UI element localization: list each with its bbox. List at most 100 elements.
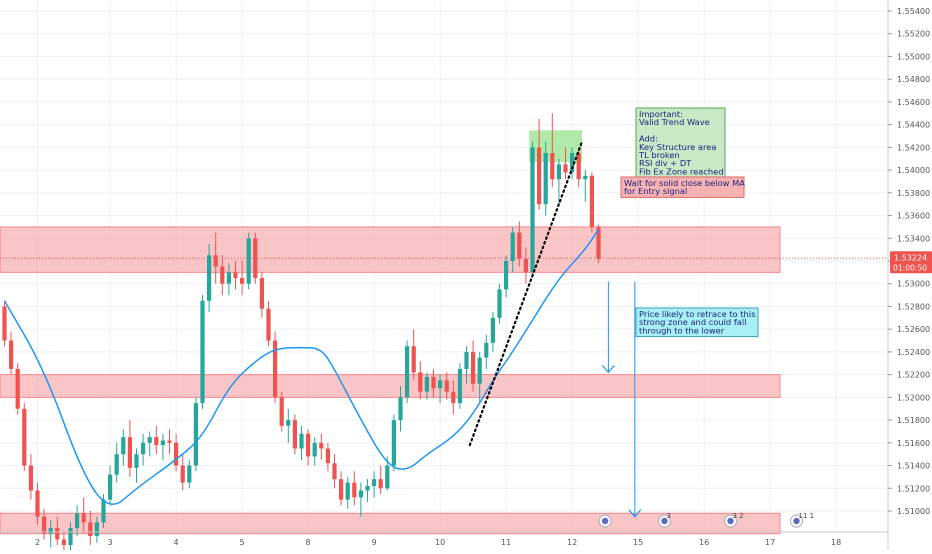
note-cyan-line: strong zone and could fall: [639, 317, 746, 327]
candle: [292, 414, 297, 455]
candle: [418, 361, 423, 400]
candle-body: [352, 482, 357, 498]
event-markers: 3 3 2 11 1: [598, 512, 815, 528]
candle-body: [28, 465, 33, 491]
candle: [543, 141, 548, 216]
candle-body: [391, 420, 396, 466]
candle-body: [378, 479, 383, 489]
candle-body: [266, 308, 271, 341]
candle-body: [127, 437, 132, 468]
candle: [88, 511, 93, 546]
candle: [490, 312, 495, 352]
candle: [319, 433, 324, 460]
candle-body: [332, 463, 337, 480]
event-marker-label: 11 1: [799, 512, 815, 520]
candle: [154, 425, 159, 455]
candle: [339, 471, 344, 506]
candle: [464, 346, 469, 384]
candle: [372, 471, 377, 498]
candle: [556, 158, 561, 205]
event-marker-label: 3: [667, 512, 671, 520]
current-price-badge: [890, 251, 932, 274]
candle-body: [299, 433, 304, 449]
candle: [576, 147, 581, 188]
candle: [510, 226, 515, 273]
event-marker: 3: [657, 512, 672, 528]
note-green-line: Fib Ex Zone reached: [639, 166, 724, 176]
candle-body: [94, 522, 99, 536]
candle: [180, 454, 185, 491]
note-green: Important:Valid Trend Wave Add:Key Struct…: [635, 107, 726, 179]
candle-body: [88, 522, 93, 536]
trendline: [468, 140, 584, 447]
candle: [94, 516, 99, 543]
candle: [253, 232, 258, 284]
candle-body: [576, 153, 581, 180]
candle-body: [200, 300, 205, 404]
candle: [233, 261, 238, 290]
price-tick-label: 1.53800: [897, 189, 930, 198]
candle-body: [358, 490, 363, 498]
candle-body: [121, 437, 126, 455]
event-marker-label: 3 2: [733, 512, 744, 520]
candle-body: [35, 490, 40, 517]
candle: [28, 454, 33, 500]
price-zone: [0, 226, 781, 273]
candle-body: [42, 516, 47, 534]
candle-body: [418, 372, 423, 392]
candle: [2, 300, 7, 347]
note-cyan-line: through to the lower: [639, 325, 725, 335]
candle: [81, 497, 86, 534]
candle: [471, 340, 476, 392]
candle: [75, 505, 80, 536]
price-tick-label: 1.53000: [897, 280, 930, 289]
candle: [141, 433, 146, 466]
time-tick-label: 3: [108, 538, 113, 547]
candle-body: [253, 238, 258, 279]
candle-body: [154, 437, 159, 446]
note-red-line: Wait for solid close below MA: [624, 178, 745, 188]
price-tick-label: 1.52400: [897, 348, 930, 357]
time-tick-label: 2: [35, 538, 40, 547]
candle: [55, 516, 60, 546]
candle: [550, 113, 555, 188]
moving-average: [3, 228, 600, 505]
candle-body: [306, 433, 311, 457]
candle: [596, 224, 601, 264]
candle-body: [167, 440, 172, 443]
candle-body: [517, 232, 522, 259]
candle-body: [75, 513, 80, 529]
candle-body: [385, 465, 390, 489]
candle-body: [279, 397, 284, 426]
event-marker-dot: [793, 517, 800, 525]
candle: [444, 372, 449, 400]
event-marker-dot: [661, 517, 668, 525]
price-axis-bg: [888, 0, 932, 550]
candle-body: [537, 147, 542, 205]
candle: [246, 232, 251, 290]
notes: Important:Valid Trend Wave Add:Key Struct…: [620, 107, 759, 338]
down-arrow: [601, 281, 615, 374]
candle: [286, 408, 291, 443]
candle: [101, 493, 106, 529]
candle: [530, 141, 535, 279]
candle-body: [563, 164, 568, 173]
candle-body: [530, 147, 535, 273]
time-tick-label: 17: [765, 538, 775, 547]
note-green-line: TL broken: [638, 150, 680, 160]
candle: [127, 420, 132, 477]
candle-body: [174, 442, 179, 466]
candle-body: [464, 351, 469, 369]
candle: [424, 372, 429, 400]
support-resistance-zones: [0, 130, 888, 535]
price-tick-label: 1.54200: [897, 143, 930, 152]
candle: [240, 261, 245, 296]
arrow-head: [601, 364, 615, 374]
candle: [365, 479, 370, 502]
event-marker: 3 2: [723, 512, 744, 528]
candle: [220, 255, 225, 296]
candle: [108, 465, 113, 506]
candle: [35, 482, 40, 525]
